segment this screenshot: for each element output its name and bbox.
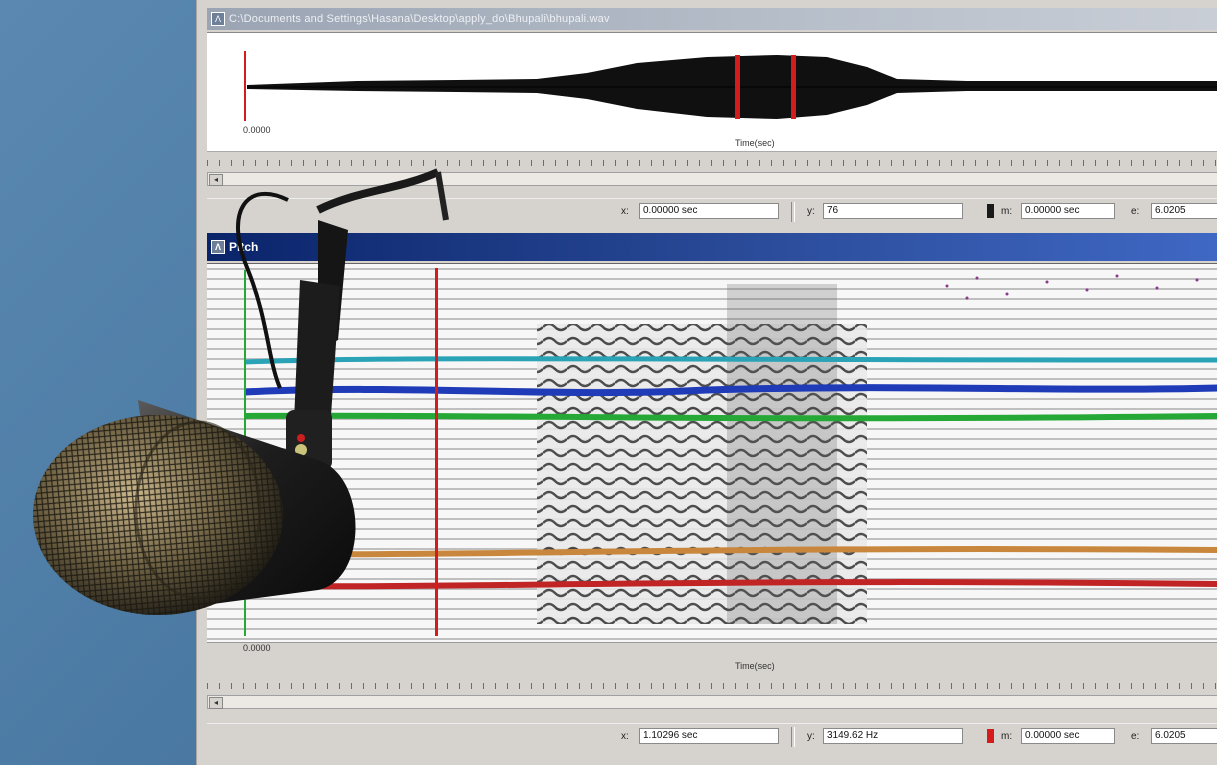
waveform-titlebar[interactable]: Λ C:\Documents and Settings\Hasana\Deskt… — [207, 8, 1217, 30]
marker-swatch — [987, 204, 994, 218]
waveform-y-field[interactable]: 76 — [823, 203, 963, 219]
waveform-x-field[interactable]: 0.00000 sec — [639, 203, 779, 219]
window-icon[interactable]: Λ — [211, 12, 225, 26]
waveform-x-label: x: — [621, 206, 629, 217]
spectrogram-y-field[interactable]: 3149.62 Hz — [823, 728, 963, 744]
marker-swatch — [987, 729, 994, 743]
status-separator — [791, 202, 795, 222]
spectrogram-x-axis-label: Time(sec) — [735, 661, 775, 671]
pitch-titlebar[interactable]: Λ Pitch — [207, 233, 1217, 261]
spectrogram-vibrato-region — [537, 324, 867, 624]
waveform-title: C:\Documents and Settings\Hasana\Desktop… — [229, 13, 610, 25]
harmonic-orange — [244, 546, 1217, 558]
harmonic-green — [244, 412, 1217, 422]
spectrogram-cursor[interactable] — [435, 268, 438, 636]
scroll-left-icon[interactable]: ◂ — [209, 174, 223, 186]
spectrogram-e-field[interactable]: 6.0205 — [1151, 728, 1217, 744]
spectrogram-statusbar: x: 1.10296 sec y: 3149.62 Hz m: 0.00000 … — [207, 723, 1217, 750]
spectrogram-e-label: e: — [1131, 731, 1140, 742]
waveform-graph — [244, 51, 1217, 121]
waveform-m-field[interactable]: 0.00000 sec — [1021, 203, 1115, 219]
waveform-ruler[interactable] — [207, 154, 1217, 168]
pitch-window: Λ Pitch — [207, 233, 1217, 758]
harmonic-red — [244, 579, 1217, 590]
spectrogram-m-label: m: — [1001, 731, 1013, 742]
spectrogram-noise-dots — [945, 274, 1199, 300]
waveform-envelope — [247, 55, 1217, 119]
spectrogram-x-field[interactable]: 1.10296 sec — [639, 728, 779, 744]
waveform-marker-2[interactable] — [791, 55, 796, 119]
app-workspace: Λ C:\Documents and Settings\Hasana\Deskt… — [196, 0, 1217, 765]
waveform-e-label: e: — [1131, 206, 1140, 217]
window-icon[interactable]: Λ — [211, 240, 225, 254]
waveform-window: Λ C:\Documents and Settings\Hasana\Deskt… — [207, 8, 1217, 230]
spectrogram-graph — [207, 264, 1217, 642]
spectrogram-y-label: y: — [807, 731, 815, 742]
spectrogram-x-start: 0.0000 — [243, 643, 271, 653]
spectrogram-dark-band — [727, 284, 837, 624]
spectrogram-x-label: x: — [621, 731, 629, 742]
waveform-x-axis-label: Time(sec) — [735, 138, 775, 148]
scroll-left-icon[interactable]: ◂ — [209, 697, 223, 709]
spectrogram-m-field[interactable]: 0.00000 sec — [1021, 728, 1115, 744]
waveform-m-label: m: — [1001, 206, 1013, 217]
spectrogram-plot[interactable] — [207, 263, 1217, 643]
waveform-marker-1[interactable] — [735, 55, 740, 119]
waveform-x-start: 0.0000 — [243, 125, 271, 135]
harmonic-blue — [244, 384, 1217, 397]
waveform-y-label: y: — [807, 206, 815, 217]
waveform-statusbar: x: 0.00000 sec y: 76 m: 0.00000 sec e: 6… — [207, 198, 1217, 225]
status-separator — [791, 727, 795, 747]
spectrogram-ruler[interactable] — [207, 677, 1217, 691]
microphone-icon — [33, 168, 449, 615]
waveform-scrollbar[interactable]: ◂ — [207, 172, 1217, 186]
waveform-plot[interactable]: 0.0000 — [207, 32, 1217, 152]
waveform-e-field[interactable]: 6.0205 — [1151, 203, 1217, 219]
spectrogram-scrollbar[interactable]: ◂ — [207, 695, 1217, 709]
pitch-title: Pitch — [229, 240, 259, 254]
